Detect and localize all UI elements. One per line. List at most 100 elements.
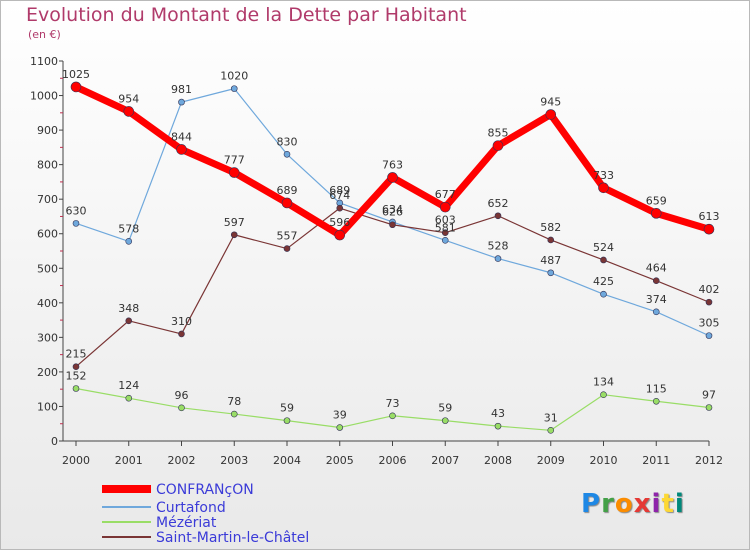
y-tick-label: 600: [37, 228, 58, 241]
data-point-mezeriat: [283, 417, 291, 424]
data-label-mezeriat: 96: [175, 389, 189, 402]
data-label-mezeriat: 134: [593, 376, 614, 389]
data-point-confrancon: [545, 109, 557, 120]
data-point-saint-martin-le-chatel: [336, 204, 344, 212]
legend-label: Curtafond: [156, 500, 226, 516]
x-tick-label: 2002: [168, 454, 196, 467]
data-label-saint-martin-le-chatel: 524: [593, 241, 614, 254]
data-label-mezeriat: 73: [386, 397, 400, 410]
data-label-mezeriat: 115: [646, 382, 667, 395]
x-tick-label: 2011: [642, 454, 670, 467]
data-label-curtafond: 487: [540, 254, 561, 267]
x-tick-label: 2008: [484, 454, 512, 467]
data-label-curtafond: 830: [277, 135, 298, 148]
data-point-confrancon: [439, 201, 451, 213]
data-label-mezeriat: 78: [227, 395, 241, 408]
data-label-confrancon: 945: [540, 96, 561, 109]
data-label-saint-martin-le-chatel: 557: [277, 230, 298, 243]
data-point-mezeriat: [494, 422, 502, 430]
y-tick-label: 1100: [30, 55, 58, 68]
data-label-mezeriat: 97: [702, 388, 716, 401]
x-tick-label: 2012: [695, 454, 723, 467]
data-point-curtafond: [72, 220, 80, 227]
data-label-confrancon: 733: [593, 169, 614, 182]
data-point-saint-martin-le-chatel: [283, 245, 291, 252]
y-tick-label: 1000: [30, 90, 58, 103]
data-label-curtafond: 1020: [220, 70, 248, 83]
data-label-saint-martin-le-chatel: 348: [118, 302, 139, 315]
data-point-curtafond: [600, 290, 607, 298]
data-point-saint-martin-le-chatel: [441, 229, 449, 236]
data-label-curtafond: 630: [66, 204, 87, 217]
data-point-confrancon: [703, 223, 715, 235]
data-label-saint-martin-le-chatel: 582: [540, 221, 561, 234]
legend-label: Mézériat: [156, 515, 217, 531]
data-label-saint-martin-le-chatel: 626: [382, 206, 403, 219]
x-tick-label: 2003: [220, 454, 248, 467]
data-point-saint-martin-le-chatel: [705, 298, 713, 306]
data-point-confrancon: [123, 106, 135, 117]
data-label-saint-martin-le-chatel: 674: [329, 189, 350, 202]
data-label-saint-martin-le-chatel: 215: [66, 348, 87, 361]
data-point-confrancon: [492, 140, 504, 151]
data-label-curtafond: 425: [593, 275, 614, 288]
unit-label: (en €): [28, 28, 61, 41]
data-point-saint-martin-le-chatel: [178, 330, 185, 338]
data-point-saint-martin-le-chatel: [230, 231, 238, 239]
data-label-curtafond: 981: [171, 83, 192, 96]
data-point-confrancon: [334, 229, 346, 241]
data-point-confrancon: [176, 144, 187, 155]
y-tick-label: 0: [51, 435, 58, 448]
data-label-saint-martin-le-chatel: 603: [435, 214, 456, 227]
data-point-mezeriat: [705, 404, 713, 411]
data-point-mezeriat: [230, 410, 238, 418]
data-point-mezeriat: [441, 417, 449, 424]
data-point-confrancon: [70, 81, 82, 93]
data-point-curtafond: [283, 150, 291, 158]
y-tick-label: 400: [37, 297, 58, 310]
x-tick-label: 2005: [326, 454, 354, 467]
data-label-curtafond: 305: [699, 317, 720, 330]
data-point-mezeriat: [389, 412, 396, 420]
data-point-curtafond: [494, 255, 502, 262]
x-tick-label: 2007: [431, 454, 459, 467]
data-label-saint-martin-le-chatel: 652: [488, 197, 509, 210]
y-tick-label: 200: [37, 366, 58, 379]
data-label-confrancon: 954: [118, 92, 139, 105]
data-label-curtafond: 528: [488, 240, 509, 253]
data-point-curtafond: [125, 238, 133, 245]
data-label-mezeriat: 124: [118, 379, 139, 392]
legend-label: Saint-Martin-le-Châtel: [156, 530, 309, 546]
data-point-confrancon: [228, 167, 240, 178]
y-tick-label: 800: [37, 159, 58, 172]
data-label-confrancon: 689: [277, 184, 298, 197]
data-point-curtafond: [547, 269, 555, 277]
chart-title: Evolution du Montant de la Dette par Hab…: [26, 4, 467, 26]
x-tick-label: 2000: [62, 454, 90, 467]
y-tick-label: 700: [37, 193, 58, 206]
data-point-mezeriat: [178, 404, 185, 412]
data-point-curtafond: [230, 85, 238, 92]
data-label-confrancon: 677: [435, 188, 456, 201]
data-label-confrancon: 844: [171, 130, 192, 143]
data-point-mezeriat: [336, 424, 344, 431]
x-tick-label: 2006: [379, 454, 407, 467]
x-tick-label: 2010: [590, 454, 618, 467]
data-point-confrancon: [387, 172, 398, 183]
data-point-mezeriat: [72, 385, 80, 392]
data-point-saint-martin-le-chatel: [600, 256, 607, 264]
data-point-saint-martin-le-chatel: [389, 221, 396, 229]
data-point-mezeriat: [125, 394, 133, 402]
data-label-saint-martin-le-chatel: 597: [224, 216, 245, 229]
x-tick-label: 2004: [273, 454, 301, 467]
y-tick-label: 100: [37, 400, 58, 413]
data-label-mezeriat: 39: [333, 409, 347, 422]
data-label-mezeriat: 59: [438, 402, 452, 415]
data-point-saint-martin-le-chatel: [125, 317, 133, 325]
data-label-confrancon: 763: [382, 158, 403, 171]
data-label-confrancon: 659: [646, 194, 667, 207]
data-point-saint-martin-le-chatel: [494, 212, 502, 220]
data-label-curtafond: 581: [435, 221, 456, 234]
series-line-saint-martin-le-chatel: [75, 207, 710, 368]
